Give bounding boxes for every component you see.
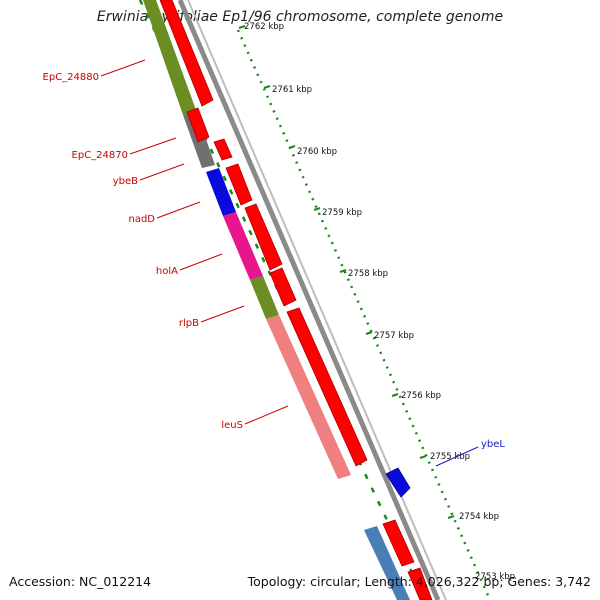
scale-labels: 2762 kbp 2761 kbp 2760 kbp 2759 kbp 2758… <box>244 22 515 582</box>
topology-text: Topology: circular; Length: 4,026,322 bp… <box>247 574 591 589</box>
cds-arrow-3[interactable] <box>213 138 233 161</box>
scale-label: 2756 kbp <box>401 391 441 401</box>
scale-label: 2761 kbp <box>272 85 312 95</box>
cds-arrow-6[interactable] <box>269 267 297 307</box>
cds-arrow-1[interactable] <box>159 0 214 107</box>
accession-text: Accession: NC_012214 <box>9 574 152 589</box>
backbone-line-outer <box>177 0 441 600</box>
scale-label: 2753 kbp <box>475 572 515 582</box>
backbone-line-inner <box>187 0 447 600</box>
gene-label-EpC_24880[interactable]: EpC_24880 <box>43 72 99 83</box>
scale-label: 2758 kbp <box>348 269 388 279</box>
cds-arrow-8[interactable] <box>382 519 415 567</box>
gene-label-ybeB[interactable]: ybeB <box>113 176 138 187</box>
scale-ticks <box>238 25 455 519</box>
gene-block-holA[interactable] <box>250 276 279 319</box>
scale-label: 2754 kbp <box>459 512 499 522</box>
gene-label-rlpB[interactable]: rlpB <box>179 318 199 329</box>
cds-arrow-9[interactable] <box>407 567 433 600</box>
label-leaders <box>100 59 479 467</box>
gene-label-leuS[interactable]: leuS <box>221 420 243 431</box>
gene-block-lower[interactable] <box>364 526 410 600</box>
cds-arrow-2[interactable] <box>186 107 210 143</box>
gene-label-ybeL[interactable]: ybeL <box>481 439 505 450</box>
gene-label-nadD[interactable]: nadD <box>128 214 155 225</box>
gene-block-leuS[interactable] <box>266 315 351 479</box>
cds-arrow-4[interactable] <box>225 163 253 206</box>
scale-label: 2760 kbp <box>297 147 337 157</box>
gene-label-holA[interactable]: holA <box>156 266 178 277</box>
gene-block-EpC_24880[interactable] <box>143 0 196 115</box>
gene-block-ybeB[interactable] <box>206 168 236 216</box>
gene-block-nadD[interactable] <box>223 212 263 280</box>
scale-label: 2759 kbp <box>322 208 362 218</box>
gene-label-EpC_24870[interactable]: EpC_24870 <box>72 150 128 161</box>
cds-arrow-7[interactable] <box>286 307 368 467</box>
gene-labels: EpC_24880 EpC_24870 ybeB nadD holA rlpB … <box>43 72 506 450</box>
cds-arrow-ybeL[interactable] <box>385 467 411 498</box>
scale-label: 2757 kbp <box>374 331 414 341</box>
cds-arrow-5[interactable] <box>244 203 283 271</box>
scale-label: 2762 kbp <box>244 22 284 32</box>
scale-label: 2755 kbp <box>430 452 470 462</box>
